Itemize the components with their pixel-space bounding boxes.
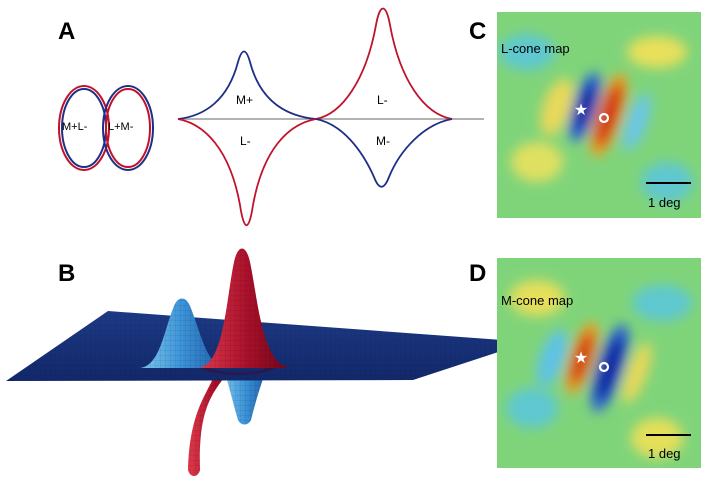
profile-right-upper-label: L- bbox=[377, 93, 388, 107]
profile-right-lower-label: M- bbox=[376, 134, 390, 148]
left-upper-curve bbox=[177, 50, 317, 120]
l-cone-scale-bar bbox=[646, 182, 691, 184]
right-upper-curve bbox=[315, 7, 453, 120]
circle-marker bbox=[598, 361, 610, 373]
l-cone-map-label: L-cone map bbox=[501, 41, 570, 56]
blue-trough-mesh bbox=[222, 366, 268, 425]
m-cone-scale-bar bbox=[646, 434, 691, 436]
red-trough-mesh bbox=[188, 362, 236, 476]
m-cone-map-label: M-cone map bbox=[501, 293, 574, 308]
ellipse-left-label: M+L- bbox=[62, 121, 88, 133]
m-cone-scale-label: 1 deg bbox=[648, 446, 681, 461]
circle-marker bbox=[598, 112, 610, 124]
panel-c-letter: C bbox=[469, 18, 487, 45]
l-cone-scale-label: 1 deg bbox=[648, 195, 681, 210]
left-lower-curve bbox=[177, 118, 317, 227]
panel-d-letter: D bbox=[469, 260, 487, 287]
panel-a-letter: A bbox=[58, 18, 76, 45]
m-cone-map: ★ bbox=[497, 258, 701, 468]
profile-left-lower-label: L- bbox=[240, 134, 251, 148]
star-marker: ★ bbox=[574, 348, 588, 367]
right-lower-curve bbox=[315, 118, 453, 188]
panel-b-letter: B bbox=[58, 260, 76, 287]
star-marker: ★ bbox=[574, 100, 588, 119]
ellipse-right-label: L+M- bbox=[108, 121, 134, 133]
l-cone-map: ★ bbox=[497, 12, 701, 218]
profile-left-upper-label: M+ bbox=[236, 93, 254, 107]
ellipse-right bbox=[102, 85, 154, 171]
